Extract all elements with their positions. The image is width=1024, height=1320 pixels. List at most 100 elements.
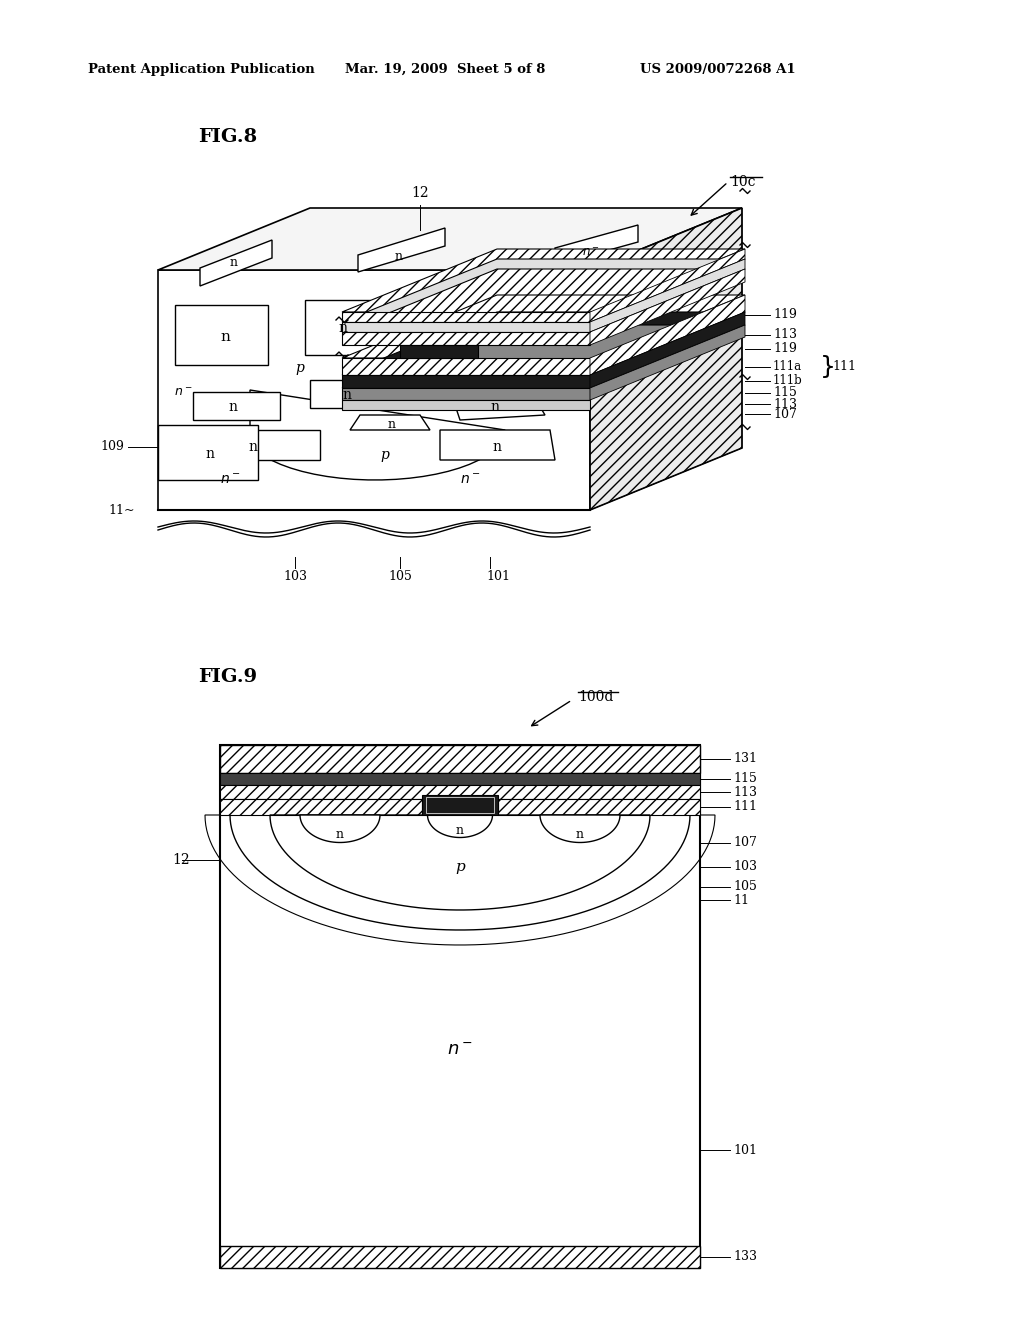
Polygon shape (342, 249, 745, 312)
Polygon shape (590, 269, 745, 345)
Text: 10c: 10c (730, 176, 756, 189)
Bar (220, 799, 422, 814)
Bar (220, 774, 700, 785)
Polygon shape (193, 392, 280, 420)
Text: 115: 115 (773, 387, 797, 400)
Text: n: n (248, 440, 257, 454)
Text: 113: 113 (733, 785, 757, 799)
Polygon shape (450, 389, 545, 420)
Text: n: n (492, 440, 501, 454)
Text: 119: 119 (773, 309, 797, 322)
Text: 133: 133 (733, 1250, 757, 1263)
Text: 11: 11 (108, 503, 124, 516)
Text: n: n (338, 321, 347, 335)
Polygon shape (300, 814, 380, 842)
Polygon shape (358, 228, 445, 272)
Polygon shape (590, 259, 745, 333)
Text: 111: 111 (831, 360, 856, 374)
Polygon shape (305, 300, 370, 355)
Text: 107: 107 (733, 837, 757, 850)
Text: ~: ~ (124, 503, 134, 516)
Text: n: n (220, 330, 229, 345)
Polygon shape (342, 325, 745, 388)
Polygon shape (342, 294, 745, 358)
Text: $n^-$: $n^-$ (220, 473, 241, 487)
Text: FIG.8: FIG.8 (198, 128, 257, 147)
Bar (426, 797, 494, 813)
Text: 109: 109 (100, 441, 124, 454)
Text: }: } (820, 355, 836, 379)
Text: n: n (395, 251, 403, 264)
Text: Patent Application Publication: Patent Application Publication (88, 63, 314, 77)
Polygon shape (342, 312, 590, 322)
Text: n: n (228, 400, 237, 414)
Text: US 2009/0072268 A1: US 2009/0072268 A1 (640, 63, 796, 77)
Text: p: p (455, 861, 465, 874)
Polygon shape (440, 430, 555, 459)
Polygon shape (350, 414, 430, 430)
Text: n: n (336, 828, 344, 841)
Text: 101: 101 (486, 570, 510, 583)
Text: p: p (295, 360, 304, 375)
Text: n: n (575, 828, 584, 841)
Text: n: n (388, 417, 396, 430)
Text: 111b: 111b (773, 375, 803, 388)
Text: 115: 115 (733, 772, 757, 785)
Polygon shape (200, 240, 272, 286)
Bar (498, 799, 700, 814)
Polygon shape (342, 388, 590, 400)
Text: 131: 131 (733, 752, 757, 766)
Polygon shape (555, 224, 638, 265)
Polygon shape (590, 209, 742, 510)
Polygon shape (175, 305, 268, 366)
Text: 113: 113 (773, 397, 797, 411)
Text: n: n (456, 824, 464, 837)
Text: 105: 105 (733, 880, 757, 894)
Text: 11: 11 (733, 894, 749, 907)
Text: n: n (490, 400, 499, 414)
Text: 107: 107 (773, 408, 797, 421)
Text: 12: 12 (172, 853, 189, 867)
Text: n: n (230, 256, 238, 268)
Text: 101: 101 (733, 1143, 757, 1156)
Polygon shape (342, 333, 590, 345)
Polygon shape (342, 259, 745, 322)
Polygon shape (590, 312, 745, 388)
Bar (220, 744, 700, 1269)
Polygon shape (427, 814, 493, 837)
Polygon shape (540, 814, 620, 842)
Polygon shape (158, 209, 742, 271)
Polygon shape (310, 380, 380, 408)
Polygon shape (342, 322, 590, 333)
Text: p: p (380, 447, 389, 462)
Polygon shape (342, 269, 745, 333)
Polygon shape (158, 425, 258, 480)
Polygon shape (193, 430, 319, 459)
Text: 103: 103 (283, 570, 307, 583)
Text: $n^-$: $n^-$ (460, 473, 480, 487)
Text: $n^-$: $n^-$ (582, 246, 600, 259)
Text: 100d: 100d (578, 690, 613, 704)
Polygon shape (342, 400, 590, 411)
Text: $n^-$: $n^-$ (447, 1041, 473, 1059)
Text: 119: 119 (773, 342, 797, 355)
Text: 105: 105 (388, 570, 412, 583)
Text: n: n (342, 388, 351, 403)
Polygon shape (590, 249, 745, 322)
Text: FIG.9: FIG.9 (198, 668, 257, 686)
Polygon shape (342, 358, 590, 375)
Polygon shape (590, 325, 745, 400)
Text: 113: 113 (773, 329, 797, 342)
Polygon shape (342, 312, 745, 375)
Text: 111: 111 (733, 800, 757, 813)
Bar (220, 785, 700, 799)
Text: n: n (205, 447, 214, 461)
Polygon shape (158, 271, 590, 510)
Text: $n^-$: $n^-$ (174, 387, 193, 400)
Bar (220, 744, 700, 774)
Text: 111a: 111a (773, 360, 802, 374)
Polygon shape (342, 375, 590, 388)
Text: Mar. 19, 2009  Sheet 5 of 8: Mar. 19, 2009 Sheet 5 of 8 (345, 63, 546, 77)
Text: 103: 103 (733, 861, 757, 874)
Polygon shape (590, 294, 745, 375)
